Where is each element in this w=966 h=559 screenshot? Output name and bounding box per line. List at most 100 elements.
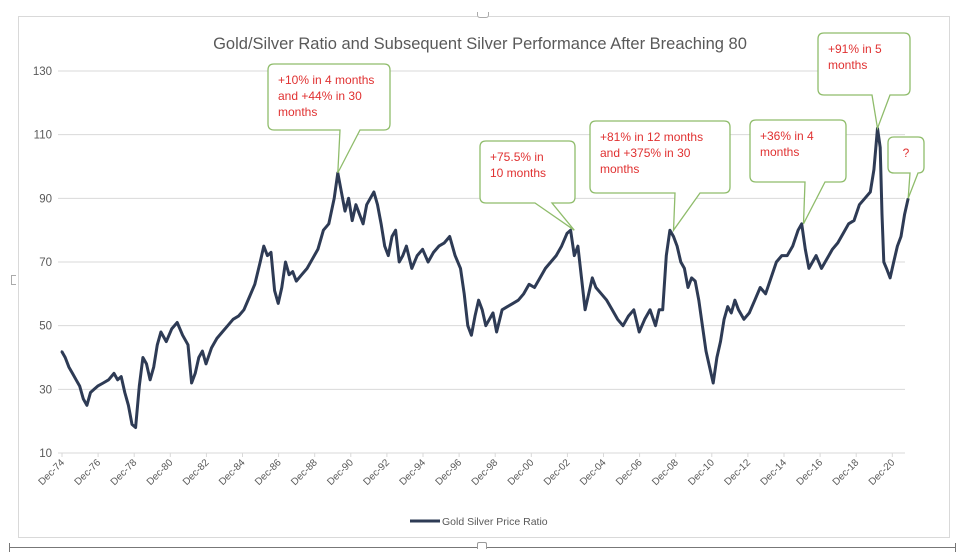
y-tick-label: 30	[39, 384, 52, 396]
callout-text: and +44% in 30	[278, 89, 362, 103]
data-point	[248, 296, 251, 298]
callout-box	[267, 63, 391, 174]
data-point	[232, 318, 234, 321]
y-tick-label: 50	[39, 321, 52, 333]
x-tick-label: Dec-10	[686, 457, 717, 488]
data-point	[569, 229, 572, 231]
data-point	[443, 242, 446, 244]
series-layer	[60, 126, 910, 429]
resize-handle-left[interactable]	[11, 275, 16, 285]
data-point	[86, 404, 88, 407]
data-point	[201, 350, 204, 352]
data-point	[181, 334, 184, 337]
data-point	[369, 197, 372, 200]
callout-text: +36% in 4	[760, 129, 814, 143]
resize-handle-bottom[interactable]	[477, 542, 487, 549]
data-point	[205, 363, 207, 365]
data-point	[477, 299, 480, 302]
data-point	[358, 213, 361, 216]
data-point	[344, 210, 346, 212]
data-point	[560, 245, 563, 247]
data-point	[676, 245, 678, 247]
resize-handle-top[interactable]	[477, 12, 489, 18]
data-point	[683, 267, 686, 270]
data-point	[459, 267, 462, 270]
data-point	[730, 312, 733, 314]
data-point	[295, 280, 298, 282]
data-point	[89, 391, 92, 394]
x-tick-label: Dec-98	[470, 457, 501, 488]
data-point	[811, 261, 814, 263]
data-point	[82, 398, 85, 400]
data-point	[694, 280, 696, 282]
y-tick-label: 130	[33, 66, 52, 78]
data-point	[506, 305, 509, 308]
data-point	[661, 309, 664, 311]
data-point	[544, 267, 547, 270]
data-point	[734, 299, 736, 302]
data-point	[300, 273, 303, 276]
data-point	[387, 254, 390, 257]
data-point	[226, 324, 229, 327]
data-point	[587, 293, 590, 295]
data-point	[528, 283, 530, 286]
data-point	[107, 379, 110, 381]
data-point	[127, 404, 130, 407]
data-point	[170, 328, 173, 330]
data-point	[284, 261, 287, 263]
data-point	[394, 229, 397, 231]
x-tick-label: Dec-08	[650, 457, 681, 488]
data-point	[853, 219, 855, 222]
data-point	[627, 315, 630, 317]
callout-box	[817, 32, 911, 131]
callout: +10% in 4 months and +44% in 30 months	[267, 63, 391, 174]
callout-box	[887, 136, 925, 199]
data-point	[737, 309, 740, 311]
data-point	[622, 324, 624, 327]
data-point	[467, 324, 469, 327]
x-tick-label: Dec-12	[722, 457, 753, 488]
x-tick-label: Dec-86	[253, 457, 284, 488]
x-tick-label: Dec-92	[361, 457, 392, 488]
data-point	[723, 318, 725, 321]
data-point	[595, 286, 597, 289]
data-point	[512, 302, 514, 305]
data-point	[194, 372, 196, 375]
data-point	[102, 382, 104, 384]
callout-text: and +375% in 30	[600, 146, 691, 160]
callout-text: ?	[903, 146, 910, 160]
data-point	[438, 245, 440, 247]
y-tick-label: 110	[34, 130, 52, 142]
data-point	[454, 254, 456, 257]
data-point	[804, 248, 807, 251]
data-point	[759, 286, 761, 289]
data-point	[698, 299, 700, 302]
data-point	[533, 286, 536, 289]
x-tick-label: Dec-82	[181, 457, 212, 488]
data-point	[591, 277, 594, 279]
data-point	[611, 309, 613, 311]
data-point	[113, 372, 115, 375]
data-point	[322, 229, 325, 231]
data-point	[638, 331, 640, 333]
x-tick-label: Dec-94	[398, 457, 429, 488]
data-point	[187, 344, 189, 346]
data-point	[826, 258, 828, 260]
data-point	[492, 312, 494, 314]
data-point	[889, 277, 891, 279]
data-point	[600, 293, 603, 295]
data-point	[754, 299, 756, 302]
data-point	[764, 293, 767, 295]
x-tick-label: Dec-96	[434, 457, 465, 488]
x-tick-label: Dec-02	[542, 457, 573, 488]
data-point	[847, 223, 850, 225]
data-point	[288, 273, 290, 276]
data-point	[712, 382, 714, 384]
x-tick-label: Dec-76	[73, 457, 104, 488]
data-point	[566, 232, 568, 235]
data-point	[281, 286, 283, 289]
chart-title: Gold/Silver Ratio and Subsequent Silver …	[213, 35, 747, 53]
data-point	[402, 254, 404, 257]
data-point	[149, 379, 151, 381]
